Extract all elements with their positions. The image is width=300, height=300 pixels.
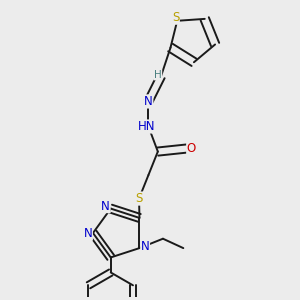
Text: O: O [187,142,196,155]
Text: N: N [84,227,92,240]
Text: N: N [141,240,149,253]
Text: H: H [154,70,162,80]
Text: HN: HN [138,120,156,133]
Text: N: N [144,95,153,108]
Text: S: S [135,192,143,205]
Text: N: N [101,200,110,213]
Text: S: S [172,11,179,24]
